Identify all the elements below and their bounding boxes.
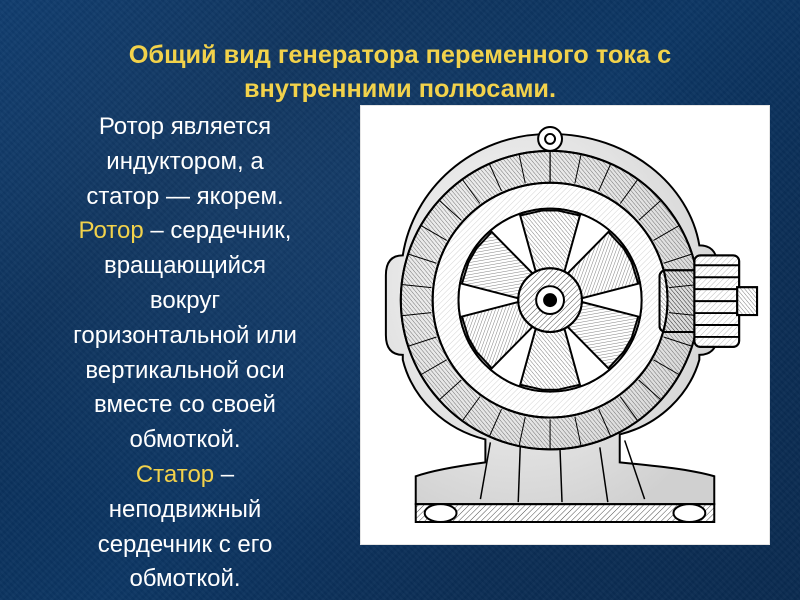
title-line-1: Общий вид генератора переменного тока с <box>129 41 672 69</box>
slide-title: Общий вид генератора переменного тока с … <box>60 38 740 106</box>
generator-figure <box>360 105 770 545</box>
body-line: – <box>214 461 234 488</box>
body-line: вертикальной оси <box>85 357 284 384</box>
body-line: обмоткой. <box>129 565 240 592</box>
body-line: горизонтальной или <box>73 322 297 349</box>
generator-icon <box>361 106 769 544</box>
body-line: Ротор является <box>99 113 271 140</box>
body-line: обмоткой. <box>129 426 240 453</box>
body-line: индуктором, а <box>106 148 263 175</box>
body-line: неподвижный <box>109 496 262 523</box>
stator-label: Статор <box>136 461 214 488</box>
body-line: вокруг <box>150 287 220 314</box>
rotor-label: Ротор <box>79 217 144 244</box>
slide: Общий вид генератора переменного тока с … <box>0 0 800 600</box>
body-line: – сердечник, <box>144 217 292 244</box>
body-line: сердечник с его <box>98 531 273 558</box>
title-line-2: внутренними полюсами. <box>244 75 556 103</box>
body-line: вращающийся <box>104 252 266 279</box>
slide-body: Ротор является индуктором, а статор — як… <box>40 110 330 597</box>
body-line: вместе со своей <box>94 391 276 418</box>
body-line: статор — якорем. <box>86 183 283 210</box>
